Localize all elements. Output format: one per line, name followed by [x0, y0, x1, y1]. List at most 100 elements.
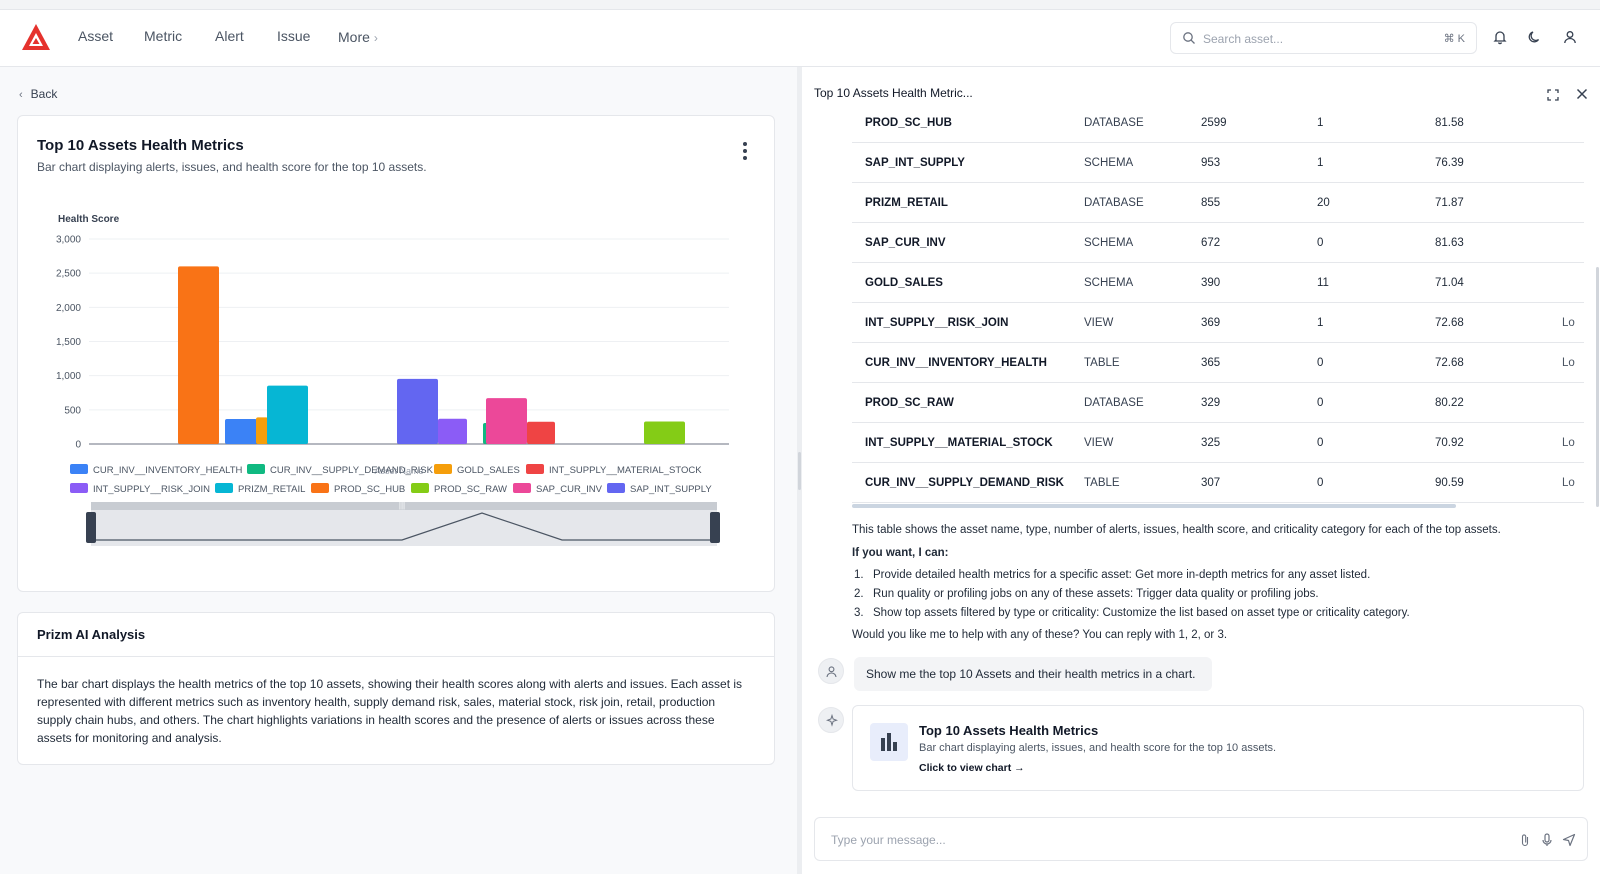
top-navbar: Asset Metric Alert Issue More› ⌘ K — [0, 10, 1600, 67]
asset-type-cell: TABLE — [1084, 477, 1120, 489]
health-score-cell: 72.68 — [1435, 317, 1464, 329]
nav-metric[interactable]: Metric — [144, 28, 183, 44]
send-icon[interactable] — [1562, 833, 1576, 847]
criticality-cell: Lo — [1562, 477, 1575, 489]
back-link[interactable]: ‹ Back — [19, 87, 57, 101]
legend-label: SAP_INT_SUPPLY — [630, 484, 712, 495]
brand-logo[interactable] — [21, 23, 51, 51]
bar-sap-int-supply — [397, 378, 438, 444]
alerts-cell: 307 — [1201, 477, 1221, 489]
alerts-cell: 369 — [1201, 317, 1221, 329]
bar-prizm-retail — [267, 385, 308, 444]
ai-analysis-line: supply chain hubs, and others. The chart… — [37, 713, 715, 727]
asset-name-cell: PROD_SC_RAW — [865, 397, 954, 409]
more-options-icon[interactable] — [743, 142, 747, 160]
chart-link-card[interactable]: Top 10 Assets Health Metrics Bar chart d… — [852, 705, 1584, 791]
issues-cell: 0 — [1317, 237, 1324, 249]
criticality-cell: Lo — [1562, 317, 1575, 329]
table-row[interactable]: CUR_INV__INVENTORY_HEALTH TABLE 365 0 72.68 L… — [852, 343, 1584, 383]
table-row[interactable]: PROD_SC_RAW DATABASE 329 0 80.22 — [852, 383, 1584, 423]
nav-alert[interactable]: Alert — [215, 28, 244, 44]
ai-analysis-text: The bar chart displays the health metric… — [37, 675, 757, 747]
paperclip-icon[interactable] — [1518, 833, 1532, 847]
table-row[interactable]: INT_SUPPLY__MATERIAL_STOCK VIEW 325 0 70.92 L… — [852, 423, 1584, 463]
zoom-slider-right-handle — [710, 512, 720, 543]
health-score-cell: 76.39 — [1435, 157, 1464, 169]
legend-swatch — [434, 464, 452, 474]
assistant-offer-item: 1. Provide detailed health metrics for a … — [854, 569, 1370, 581]
chart-link-cta[interactable]: Click to view chart → — [919, 762, 1025, 774]
health-score-cell: 90.59 — [1435, 477, 1464, 489]
asset-name-cell: INT_SUPPLY__RISK_JOIN — [865, 317, 1009, 329]
issues-cell: 11 — [1317, 277, 1329, 289]
alerts-cell: 390 — [1201, 277, 1221, 289]
alerts-cell: 329 — [1201, 397, 1221, 409]
list-text: Run quality or profiling jobs on any of … — [873, 588, 1319, 600]
search-icon — [1183, 32, 1195, 44]
nav-more[interactable]: More › — [338, 29, 378, 45]
bar-chart-icon — [881, 733, 897, 751]
search-input[interactable] — [1203, 29, 1433, 49]
browser-top-strip — [0, 0, 1600, 10]
table-row[interactable]: PROD_SC_HUB DATABASE 2599 1 81.58 — [852, 103, 1584, 143]
zoom-slider-preview-line — [93, 512, 715, 541]
asset-type-cell: SCHEMA — [1084, 237, 1134, 249]
sparkle-icon — [825, 714, 838, 727]
search-shortcut: ⌘ K — [1443, 33, 1465, 45]
microphone-icon[interactable] — [1540, 833, 1554, 847]
table-row[interactable]: SAP_INT_SUPPLY SCHEMA 953 1 76.39 — [852, 143, 1584, 183]
user-icon[interactable] — [1562, 29, 1578, 45]
user-message: Show me the top 10 Assets and their heal… — [854, 657, 1212, 691]
message-input[interactable] — [831, 830, 1471, 850]
health-score-cell: 72.68 — [1435, 357, 1464, 369]
chat-scrollbar[interactable] — [1596, 267, 1599, 507]
issues-cell: 20 — [1317, 197, 1330, 209]
health-score-cell: 70.92 — [1435, 437, 1464, 449]
table-row[interactable]: CUR_INV__SUPPLY_DEMAND_RISK TABLE 307 0 90.5… — [852, 463, 1584, 503]
nav-issue[interactable]: Issue — [277, 28, 311, 44]
table-row[interactable]: SAP_CUR_INV SCHEMA 672 0 81.63 — [852, 223, 1584, 263]
asset-name-cell: PROD_SC_HUB — [865, 117, 952, 129]
legend-swatch — [311, 483, 329, 493]
criticality-cell: Lo — [1562, 437, 1575, 449]
list-number: 3. — [854, 607, 864, 619]
asset-name-cell: SAP_CUR_INV — [865, 237, 946, 249]
alerts-cell: 672 — [1201, 237, 1221, 249]
alerts-cell: 365 — [1201, 357, 1221, 369]
assistant-followup: Would you like me to help with any of th… — [852, 629, 1228, 641]
y-tick-label: 2,000 — [56, 303, 81, 314]
asset-name-cell: CUR_INV__SUPPLY_DEMAND_RISK — [865, 477, 1064, 489]
legend-swatch — [215, 483, 233, 493]
expand-icon[interactable] — [1547, 89, 1559, 101]
table-row[interactable]: INT_SUPPLY__RISK_JOIN VIEW 369 1 72.68 Lo — [852, 303, 1584, 343]
alerts-cell: 953 — [1201, 157, 1221, 169]
health-score-cell: 81.58 — [1435, 117, 1464, 129]
list-text: Provide detailed health metrics for a sp… — [873, 569, 1371, 581]
ai-analysis-line: The bar chart displays the health metric… — [37, 677, 743, 691]
assistant-offer-item: 2. Run quality or profiling jobs on any o… — [854, 588, 1319, 600]
x-axis-label: Asset Name — [374, 466, 423, 476]
pane-resizer-handle[interactable] — [798, 452, 801, 490]
moon-icon[interactable] — [1527, 29, 1543, 45]
legend-swatch — [526, 464, 544, 474]
assistant-offer-heading: If you want, I can: — [852, 547, 949, 559]
ai-analysis-card: Prizm AI Analysis The bar chart displays… — [17, 612, 775, 765]
chat-panel: Top 10 Assets Health Metric... PROD_SC_H… — [802, 67, 1600, 874]
table-row[interactable]: GOLD_SALES SCHEMA 390 11 71.04 — [852, 263, 1584, 303]
legend-label: INT_SUPPLY__RISK_JOIN — [93, 484, 210, 495]
chart-link-subtitle: Bar chart displaying alerts, issues, and… — [919, 742, 1277, 754]
table-horizontal-scrollbar[interactable] — [852, 504, 1456, 508]
bar-sap-cur-inv — [486, 398, 527, 444]
criticality-cell: Lo — [1562, 357, 1575, 369]
asset-name-cell: SAP_INT_SUPPLY — [865, 157, 965, 169]
table-row[interactable]: PRIZM_RETAIL DATABASE 855 20 71.87 — [852, 183, 1584, 223]
bar-gold-sales — [256, 417, 268, 444]
left-pane: ‹ Back Top 10 Assets Health Metrics Bar c… — [0, 67, 797, 874]
close-icon[interactable] — [1576, 88, 1588, 100]
search-box[interactable]: ⌘ K — [1170, 22, 1477, 54]
assistant-summary: This table shows the asset name, type, n… — [852, 524, 1501, 536]
ai-analysis-line: represented with different metrics such … — [37, 695, 716, 709]
nav-asset[interactable]: Asset — [78, 28, 114, 44]
bell-icon[interactable] — [1492, 29, 1508, 45]
issues-cell: 0 — [1317, 397, 1324, 409]
